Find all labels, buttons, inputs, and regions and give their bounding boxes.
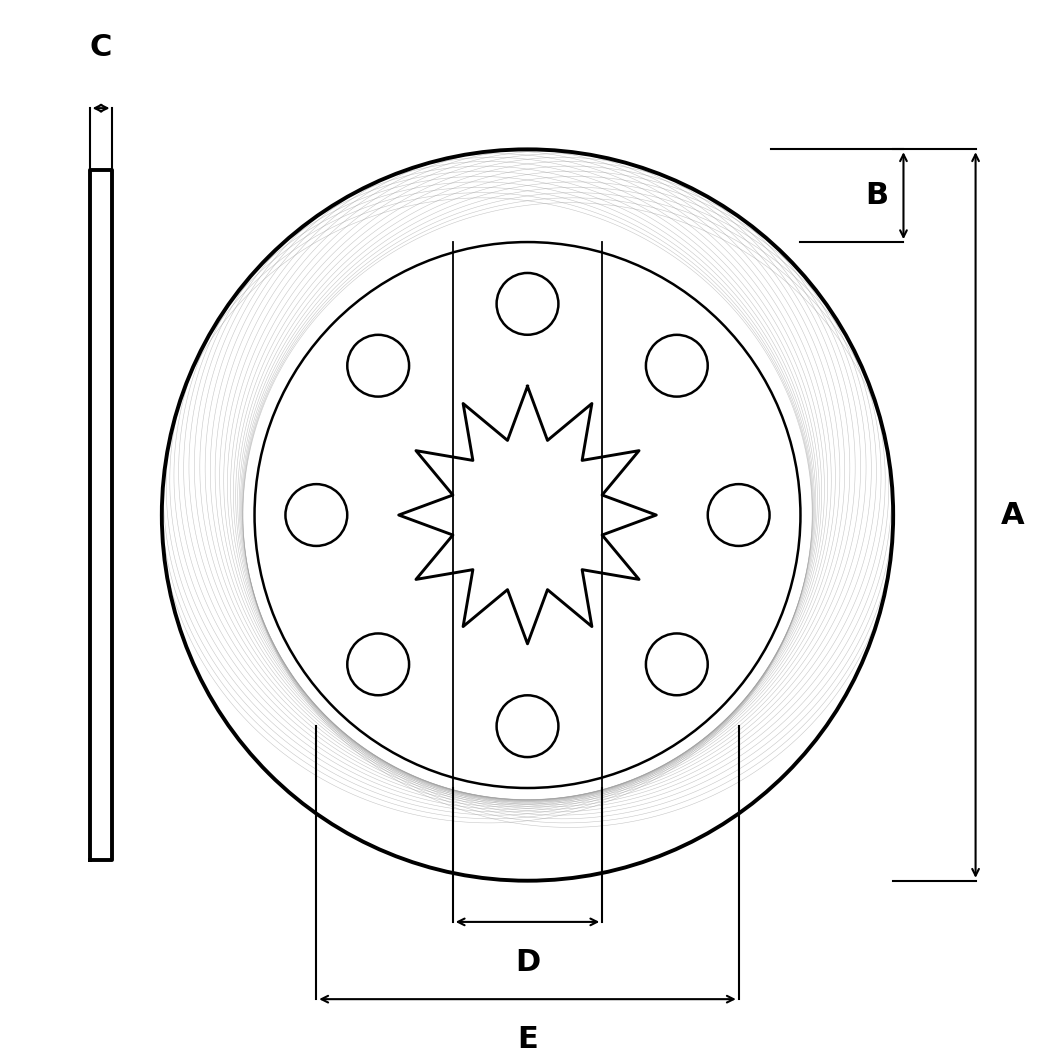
Text: D: D [515, 947, 540, 977]
Text: C: C [90, 33, 112, 62]
Circle shape [646, 633, 708, 695]
Text: E: E [517, 1024, 538, 1054]
Circle shape [254, 242, 801, 788]
Polygon shape [90, 170, 113, 860]
Circle shape [497, 695, 558, 757]
Text: A: A [1001, 500, 1025, 530]
Polygon shape [399, 386, 656, 644]
Text: B: B [865, 181, 888, 210]
Circle shape [497, 273, 558, 334]
Circle shape [347, 633, 409, 695]
Circle shape [646, 334, 708, 397]
Circle shape [286, 484, 347, 545]
Circle shape [347, 334, 409, 397]
Polygon shape [13, 0, 1042, 1030]
Circle shape [708, 484, 769, 545]
